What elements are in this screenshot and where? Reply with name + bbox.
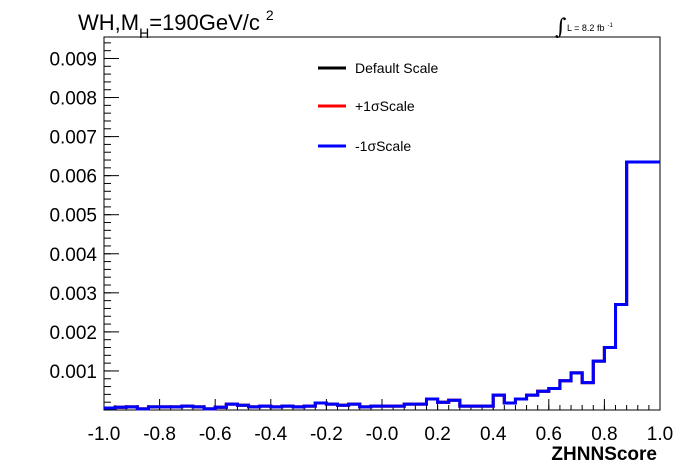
y-tick-label: 0.004 <box>49 245 97 266</box>
legend-entry-label: Default Scale <box>355 60 438 76</box>
luminosity-text: L = 8.2 fb <box>567 23 604 33</box>
y-tick-label: 0.006 <box>49 167 97 188</box>
x-axis: -1.0 -0.8 -0.6 -0.4 -0.2 -0.0 0.2 0.4 0.6 0.8 1.0 <box>88 399 673 445</box>
y-tick-label: 0.005 <box>49 206 97 227</box>
x-tick-label: 0.6 <box>536 424 562 445</box>
title-main: WH,M <box>78 10 139 35</box>
x-tick-label: -0.6 <box>199 424 232 445</box>
y-tick-label: 0.009 <box>49 49 97 70</box>
x-tick-label: 0.8 <box>591 424 617 445</box>
legend-entry-label: -1σScale <box>355 138 411 154</box>
chart-title: WH,MH=190GeV/c 2 <box>78 7 274 41</box>
luminosity-superscript: -1 <box>607 23 613 29</box>
x-tick-label: 0.2 <box>424 424 450 445</box>
series-group <box>104 160 660 411</box>
x-tick-label: -1.0 <box>88 424 121 445</box>
y-axis: 0.001 0.002 0.003 0.004 0.005 0.006 0.007 0.008… <box>49 42 119 403</box>
title-subscript: H <box>139 25 149 41</box>
plot-frame <box>103 36 661 411</box>
x-tick-label: 1.0 <box>647 424 673 445</box>
x-tick-label: -0.2 <box>310 424 343 445</box>
x-tick-label: 0.4 <box>480 424 507 445</box>
title-superscript: 2 <box>266 7 274 23</box>
y-tick-label: 0.003 <box>49 284 97 305</box>
y-tick-label: 0.002 <box>49 323 97 344</box>
x-tick-label: -0.8 <box>143 424 176 445</box>
x-tick-label: -0.4 <box>254 424 287 445</box>
y-tick-label: 0.001 <box>49 362 97 383</box>
legend: Default Scale +1σScale -1σScale <box>318 60 438 154</box>
legend-entry-label: +1σScale <box>355 98 415 114</box>
x-tick-label: -0.0 <box>366 424 399 445</box>
title-rest: =190GeV/c <box>149 10 260 35</box>
y-tick-label: 0.007 <box>49 128 97 149</box>
y-tick-label: 0.008 <box>49 89 97 110</box>
series-line--1-scale <box>104 160 660 411</box>
x-axis-label: ZHNNScore <box>551 444 657 465</box>
luminosity-label: L = 8.2 fb -1 <box>567 23 613 33</box>
integral-symbol: ∫ <box>555 15 567 40</box>
